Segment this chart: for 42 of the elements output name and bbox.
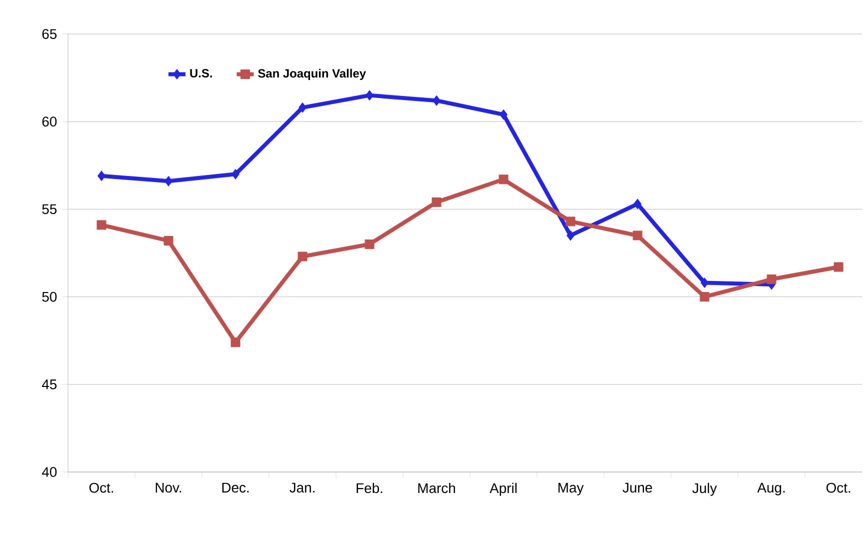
point <box>566 216 576 226</box>
point <box>230 338 240 348</box>
point <box>498 174 508 184</box>
point <box>634 198 642 210</box>
x-tick-label: Oct. <box>89 482 114 493</box>
point <box>766 274 776 284</box>
point <box>298 102 307 113</box>
point <box>700 278 709 288</box>
point <box>500 109 508 120</box>
point <box>432 95 441 106</box>
point <box>164 236 174 246</box>
x-tick-label: July <box>692 482 717 496</box>
x-tick-label: Jan. <box>290 482 314 493</box>
y-tick-label: 40 <box>42 467 57 477</box>
x-tick-label: April <box>490 482 517 496</box>
x-tick-label: May <box>558 482 584 496</box>
point <box>566 230 575 241</box>
point <box>432 197 442 207</box>
legend-label: U.S. <box>190 69 212 78</box>
point <box>298 252 308 262</box>
x-tick-label: June <box>622 482 652 493</box>
point <box>96 220 106 230</box>
x-tick-label: March <box>418 482 456 494</box>
point <box>164 176 173 186</box>
point <box>366 90 374 101</box>
x-tick-label: Feb. <box>356 482 382 494</box>
point <box>834 262 844 272</box>
x-tick-label: Dec. <box>222 482 249 493</box>
point <box>364 239 374 249</box>
point <box>98 170 106 182</box>
point <box>232 168 240 180</box>
x-tick-label: Aug. <box>757 482 785 496</box>
point <box>632 230 642 240</box>
x-tick-label: Oct. <box>826 482 850 493</box>
y-tick-label: 45 <box>42 380 57 390</box>
y-tick-label: 55 <box>42 204 57 214</box>
x-tick-label: Nov. <box>156 482 182 493</box>
y-tick-label: 65 <box>42 29 57 39</box>
point <box>700 292 710 302</box>
y-tick-label: 60 <box>42 116 57 127</box>
y-tick-label: 50 <box>42 292 57 302</box>
legend-label: San Joaquin Valley <box>258 68 366 80</box>
